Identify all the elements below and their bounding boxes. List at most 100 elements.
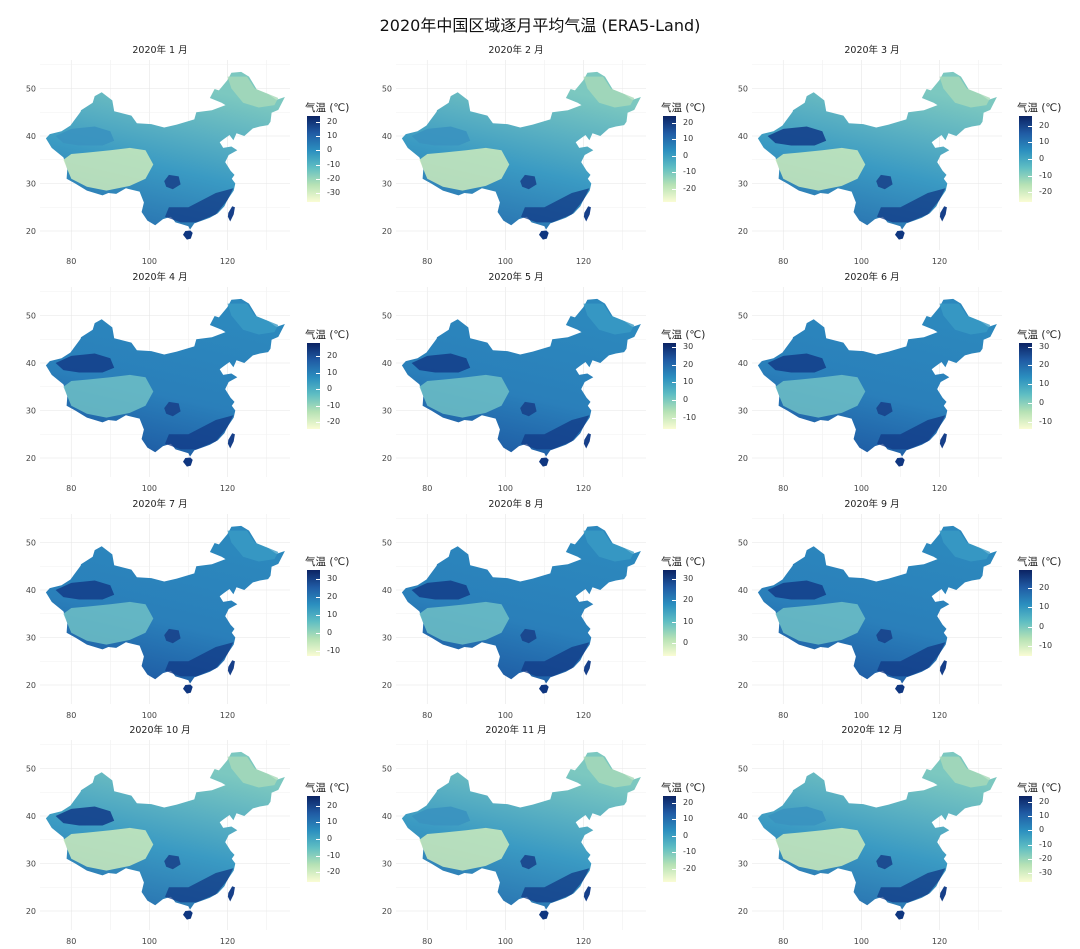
basin-region bbox=[411, 126, 471, 146]
y-tick-label: 20 bbox=[738, 227, 748, 236]
hainan-island bbox=[539, 230, 549, 240]
legend-tick-label: -10 bbox=[1039, 641, 1053, 651]
sichuan-region bbox=[164, 174, 181, 190]
x-tick-label: 80 bbox=[66, 257, 76, 266]
legend-title: 气温 (℃) bbox=[1017, 556, 1062, 568]
legend-tick-label: 0 bbox=[327, 627, 333, 637]
x-tick-label: 100 bbox=[854, 711, 869, 720]
panel-title: 2020年 6 月 bbox=[844, 272, 900, 283]
y-tick-label: 30 bbox=[738, 180, 748, 189]
hainan-island bbox=[539, 457, 549, 467]
legend-tick-label: -10 bbox=[1039, 839, 1053, 849]
south-region bbox=[165, 415, 234, 450]
legend-tick-label: 10 bbox=[683, 616, 694, 626]
y-tick-label: 50 bbox=[382, 312, 392, 321]
legend-tick-mark bbox=[672, 346, 676, 348]
basin-region bbox=[55, 126, 115, 146]
sichuan-region bbox=[520, 174, 537, 190]
map-panel: 2020年 10 月 80 100 120 20 30 40 50 气温 (℃) 20 10 0 -10… bbox=[0, 718, 356, 946]
y-tick-label: 20 bbox=[26, 454, 36, 463]
northeast-region bbox=[583, 303, 635, 335]
y-tick-label: 30 bbox=[382, 180, 392, 189]
y-tick-label: 20 bbox=[382, 907, 392, 916]
basin-region bbox=[55, 806, 115, 826]
y-tick-label: 20 bbox=[738, 454, 748, 463]
map-panel: 2020年 2 月 80 100 120 20 30 40 50 气温 (℃) 20 10 0 -10-… bbox=[356, 38, 712, 266]
map-plot: 80 100 120 20 30 40 50 bbox=[382, 287, 646, 493]
legend-tick-mark bbox=[672, 852, 676, 854]
y-tick-label: 20 bbox=[382, 227, 392, 236]
legend-tick-mark bbox=[316, 150, 320, 152]
taiwan-island bbox=[227, 886, 235, 902]
hainan-island bbox=[895, 684, 905, 694]
legend-tick-label: -20 bbox=[683, 183, 697, 193]
legend-tick-mark bbox=[1028, 607, 1032, 609]
x-tick-label: 80 bbox=[778, 484, 788, 493]
legend-tick-label: 0 bbox=[683, 830, 689, 840]
legend-tick-label: 10 bbox=[1039, 811, 1050, 821]
taiwan-island bbox=[939, 206, 947, 222]
legend-colorbar bbox=[1019, 570, 1032, 656]
legend-tick-mark bbox=[672, 819, 676, 821]
map-plot: 80 100 120 20 30 40 50 bbox=[382, 740, 646, 946]
map-plot: 80 100 120 20 30 40 50 bbox=[382, 514, 646, 720]
x-tick-label: 100 bbox=[142, 937, 157, 946]
legend-tick-label: 10 bbox=[327, 367, 338, 377]
legend-colorbar bbox=[1019, 116, 1032, 202]
legend-tick-label: 0 bbox=[327, 145, 333, 155]
y-tick-label: 50 bbox=[382, 539, 392, 548]
legend-tick-mark bbox=[672, 122, 676, 124]
basin-region bbox=[55, 580, 115, 600]
x-tick-label: 80 bbox=[66, 484, 76, 493]
legend-tick-mark bbox=[672, 621, 676, 623]
y-tick-label: 30 bbox=[26, 180, 36, 189]
map-panel: 2020年 11 月 80 100 120 20 30 40 50 气温 (℃) 20 10 0 -10… bbox=[356, 718, 712, 946]
legend-tick-label: -10 bbox=[327, 159, 341, 169]
x-tick-label: 100 bbox=[498, 484, 513, 493]
x-tick-label: 80 bbox=[422, 257, 432, 266]
taiwan-island bbox=[939, 886, 947, 902]
legend-colorbar bbox=[663, 570, 676, 656]
south-region bbox=[165, 188, 234, 223]
x-tick-label: 100 bbox=[142, 484, 157, 493]
legend-colorbar bbox=[663, 343, 676, 429]
legend-tick-label: 20 bbox=[1039, 796, 1050, 806]
legend-tick-label: 0 bbox=[683, 638, 689, 648]
plateau-region bbox=[775, 601, 866, 645]
legend-tick-label: 10 bbox=[683, 377, 694, 387]
x-tick-label: 100 bbox=[854, 257, 869, 266]
south-region bbox=[521, 868, 590, 903]
x-tick-label: 120 bbox=[932, 937, 947, 946]
y-tick-label: 40 bbox=[26, 812, 36, 821]
y-tick-label: 40 bbox=[738, 132, 748, 141]
hainan-island bbox=[539, 910, 549, 920]
northeast-region bbox=[583, 76, 635, 108]
legend-tick-label: -20 bbox=[1039, 854, 1053, 864]
map-plot: 80 100 120 20 30 40 50 bbox=[738, 740, 1002, 946]
legend-tick-label: -20 bbox=[327, 174, 341, 184]
legend-tick-mark bbox=[672, 802, 676, 804]
x-tick-label: 100 bbox=[854, 484, 869, 493]
legend-tick-mark bbox=[672, 172, 676, 174]
x-tick-label: 120 bbox=[220, 937, 235, 946]
legend-tick-mark bbox=[1028, 844, 1032, 846]
taiwan-island bbox=[583, 433, 591, 449]
hainan-island bbox=[895, 457, 905, 467]
sichuan-region bbox=[520, 854, 537, 870]
legend-tick-mark bbox=[672, 600, 676, 602]
y-tick-label: 40 bbox=[738, 359, 748, 368]
y-tick-label: 50 bbox=[382, 85, 392, 94]
south-region bbox=[877, 868, 946, 903]
northeast-region bbox=[939, 756, 991, 788]
legend-colorbar bbox=[307, 570, 320, 656]
y-tick-label: 50 bbox=[738, 539, 748, 548]
plateau-region bbox=[419, 147, 510, 191]
south-region bbox=[877, 642, 946, 677]
legend-tick-mark bbox=[1028, 859, 1032, 861]
x-tick-label: 120 bbox=[932, 711, 947, 720]
legend-title: 气温 (℃) bbox=[305, 102, 350, 114]
basin-region bbox=[411, 353, 471, 373]
legend-tick-label: 30 bbox=[327, 573, 338, 583]
legend-title: 气温 (℃) bbox=[305, 556, 350, 568]
legend-tick-label: 20 bbox=[1039, 120, 1050, 130]
